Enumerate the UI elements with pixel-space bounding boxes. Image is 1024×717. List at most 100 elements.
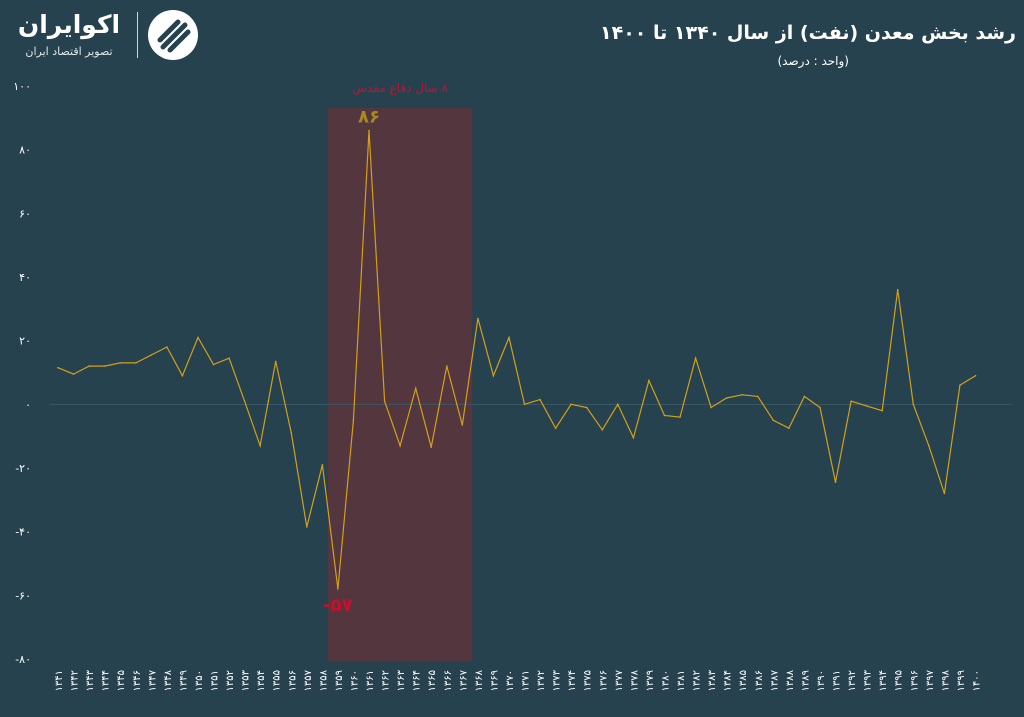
x-tick-label: ۱۳۸۱	[676, 670, 687, 691]
y-tick-label: ۲۰	[19, 335, 31, 348]
war-period-label: ۸ سال دفاع مقدس	[352, 81, 448, 96]
x-tick-label: ۱۳۵۸	[318, 669, 329, 691]
x-tick-label: ۱۳۶۵	[427, 670, 438, 691]
x-tick-label: ۱۳۵۴	[256, 670, 267, 691]
y-tick-label: ۴۰	[19, 271, 31, 284]
data-point	[850, 400, 852, 403]
data-point	[212, 363, 215, 366]
data-point	[492, 374, 495, 377]
data-point	[679, 416, 681, 418]
x-tick-label: ۱۳۴۶	[132, 670, 143, 691]
x-tick-label: ۱۳۹۲	[847, 670, 858, 691]
brand-name: اکوایران	[17, 10, 121, 39]
data-point	[601, 429, 604, 431]
brand-tagline: تصویر اقتصاد ایران	[25, 45, 113, 58]
x-tick-label: ۱۳۵۱	[210, 670, 221, 691]
x-tick-label: ۱۳۶۱	[365, 670, 376, 691]
x-tick-label: ۱۳۶۲	[381, 670, 392, 691]
x-tick-label: ۱۳۷۶	[598, 670, 609, 691]
x-tick-label: ۱۳۷۹	[645, 670, 656, 691]
data-point	[585, 406, 588, 409]
data-point	[710, 406, 712, 409]
data-point	[197, 336, 199, 339]
data-point	[632, 437, 635, 439]
x-tick-label: ۱۳۸۳	[707, 669, 718, 691]
data-point	[772, 419, 775, 422]
x-tick-label: ۱۳۷۰	[505, 670, 516, 691]
y-tick-label: ۱۰۰	[13, 80, 31, 93]
data-point	[430, 446, 433, 449]
data-point	[119, 362, 121, 364]
x-tick-label: ۱۳۹۹	[956, 670, 967, 691]
data-point	[368, 129, 370, 132]
data-point	[523, 403, 526, 406]
chart-unit: (واحد : درصد)	[777, 54, 849, 68]
x-tick-label: ۱۳۹۴	[878, 670, 889, 691]
x-tick-label: ۱۳۹۰	[816, 670, 827, 691]
x-axis: ۱۳۴۱ ۱۳۴۲ ۱۳۴۳ ۱۳۴۴ ۱۳۴۵ ۱۳۴۶ ۱۳۴۷ ۱۳۴۸ ۱۳۴۹ ۱۳۵۰…	[54, 669, 982, 691]
x-tick-label: ۱۳۵۳	[241, 669, 252, 691]
chart-title: رشد بخش معدن (نفت) از سال ۱۳۴۰ تا ۱۴۰۰	[600, 22, 1016, 44]
series-growth	[57, 129, 977, 590]
x-tick-label: ۱۳۷۲	[536, 670, 547, 691]
x-tick-label: ۱۳۹۷	[925, 669, 936, 691]
x-tick-label: ۱۳۸۶	[754, 670, 765, 691]
x-tick-label: ۱۳۶۶	[443, 670, 454, 691]
data-point	[912, 403, 915, 406]
data-point	[414, 387, 417, 390]
x-tick-label: ۱۳۷۷	[614, 669, 625, 691]
data-point	[72, 373, 75, 375]
y-tick-label: -۶۰	[15, 589, 31, 602]
x-tick-label: ۱۳۶۸	[474, 669, 485, 691]
x-tick-label: ۱۳۸۲	[692, 670, 703, 691]
data-point	[896, 288, 899, 291]
x-tick-label: ۱۳۷۴	[567, 670, 578, 691]
x-tick-label: ۱۳۹۳	[863, 669, 874, 691]
x-tick-label: ۱۳۴۹	[178, 670, 189, 691]
x-tick-label: ۱۳۵۲	[225, 670, 236, 691]
data-point	[337, 588, 339, 590]
data-point	[321, 464, 324, 466]
x-tick-label: ۱۳۶۷	[458, 669, 469, 691]
data-point	[881, 409, 883, 412]
x-tick-label: ۱۳۷۱	[521, 670, 532, 691]
x-tick-label: ۱۳۶۳	[396, 669, 407, 691]
x-tick-label: ۱۳۸۸	[785, 669, 796, 691]
war-period-band	[327, 108, 473, 661]
x-tick-label: ۱۳۹۶	[909, 670, 920, 691]
x-tick-label: ۱۳۴۷	[147, 669, 158, 691]
data-point	[166, 346, 168, 348]
data-point	[539, 398, 541, 401]
x-tick-label: ۱۳۸۹	[800, 670, 811, 691]
x-tick-label: ۱۳۶۰	[349, 670, 360, 691]
data-point	[181, 374, 184, 377]
y-tick-label: -۲۰	[15, 462, 31, 475]
x-tick-label: ۱۳۸۷	[769, 669, 780, 691]
y-tick-label: ۰	[25, 398, 31, 411]
data-point	[959, 384, 961, 387]
x-tick-label: ۱۳۷۸	[629, 669, 640, 691]
data-point	[306, 526, 308, 528]
data-point	[228, 357, 230, 360]
data-point	[819, 406, 821, 409]
data-point	[570, 403, 572, 406]
x-tick-label: ۱۳۸۴	[723, 670, 734, 691]
x-tick-label: ۱۳۸۰	[660, 670, 671, 691]
data-point	[135, 362, 137, 364]
y-tick-label: ۸۰	[19, 144, 31, 157]
data-point	[88, 365, 90, 367]
data-point	[259, 444, 261, 447]
data-point	[803, 395, 806, 398]
max-value-label: ۸۶	[358, 107, 380, 128]
y-tick-label: ۶۰	[19, 207, 31, 220]
data-point	[694, 357, 697, 360]
x-tick-label: ۱۳۷۳	[552, 669, 563, 691]
data-point	[274, 360, 277, 363]
data-point	[865, 405, 868, 407]
data-point	[663, 414, 666, 417]
x-tick-label: ۱۳۹۸	[940, 669, 951, 691]
x-tick-label: ۱۴۰۰	[971, 670, 982, 691]
data-point	[477, 317, 479, 320]
x-tick-label: ۱۳۶۹	[489, 670, 500, 691]
data-point	[648, 379, 650, 382]
